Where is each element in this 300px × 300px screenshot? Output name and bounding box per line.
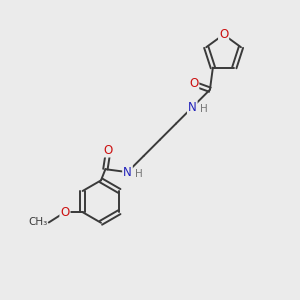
Text: N: N (188, 101, 197, 114)
Text: O: O (219, 28, 228, 41)
Text: H: H (135, 169, 142, 178)
Text: N: N (123, 166, 132, 178)
Text: H: H (200, 104, 207, 114)
Text: O: O (104, 143, 113, 157)
Text: CH₃: CH₃ (28, 218, 47, 227)
Text: O: O (189, 77, 198, 90)
Text: O: O (60, 206, 70, 219)
